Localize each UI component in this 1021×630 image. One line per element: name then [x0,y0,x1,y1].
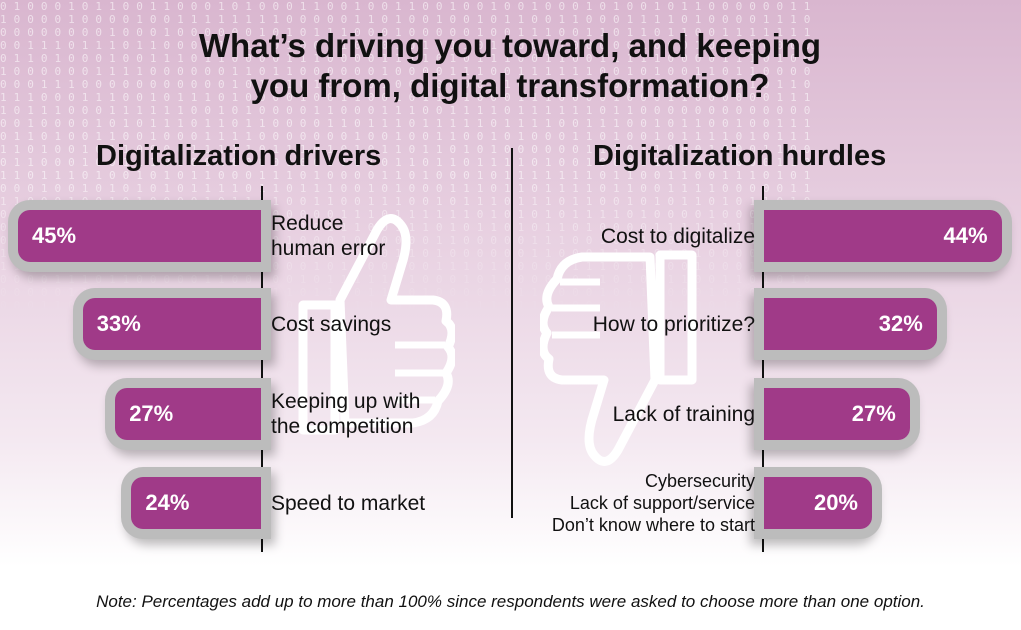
title-line-2: you from, digital transformation? [250,67,770,104]
hurdle-value-label: 44% [943,223,988,248]
driver-value-label: 45% [32,223,77,248]
title-line-1: What’s driving you toward, and keeping [198,27,822,64]
driver-value-label: 24% [145,490,190,515]
hurdle-label-3: Cybersecurity Lack of support/service Don’… [552,470,755,536]
hurdle-value-label: 27% [851,401,896,426]
driver-label-3: Speed to market [271,491,425,516]
driver-label-0: Reduce human error [271,211,385,261]
hurdle-bar-3: 20% [764,477,872,529]
hurdle-label-2: Lack of training [613,402,755,427]
label-line: Cost to digitalize [600,224,755,248]
thumbs-down-icon [540,250,697,466]
label-line: Lack of training [612,402,755,426]
driver-label-2: Keeping up with the competition [271,389,420,439]
hurdle-value-label: 32% [878,311,923,336]
hurdle-bar-1: 32% [764,298,937,350]
panel-divider [511,148,513,518]
driver-bar-0: 45% [18,210,261,262]
driver-value-label: 27% [129,401,174,426]
label-line: human error [271,237,386,260]
driver-bar-3: 24% [131,477,261,529]
driver-bar-2: 27% [115,388,261,440]
label-line: Cybersecurity [644,471,755,491]
label-line: Don’t know where to start [551,515,755,535]
label-line: How to prioritize? [592,312,755,336]
hurdles-title: Digitalization hurdles [593,140,887,172]
hurdle-bar-0: 44% [764,210,1002,262]
label-line: Reduce [271,212,344,235]
driver-label-1: Cost savings [271,312,391,337]
hurdle-value-label: 20% [813,490,858,515]
driver-bar-1: 33% [82,298,261,350]
hurdle-bar-2: 27% [764,388,910,440]
label-line: the competition [271,415,414,438]
hurdles-axis [762,186,764,552]
label-line: Lack of support/service [569,493,755,513]
drivers-title: Digitalization drivers [96,140,382,172]
footnote: Note: Percentages add up to more than 10… [96,592,925,611]
label-line: Keeping up with [271,390,421,413]
hurdle-label-1: How to prioritize? [593,312,755,337]
drivers-axis [261,186,263,552]
hurdle-label-0: Cost to digitalize [601,224,755,249]
chart-title: What’s driving you toward, and keeping y… [110,26,910,106]
label-line: Cost savings [271,312,392,336]
driver-value-label: 33% [96,311,141,336]
label-line: Speed to market [271,491,426,515]
